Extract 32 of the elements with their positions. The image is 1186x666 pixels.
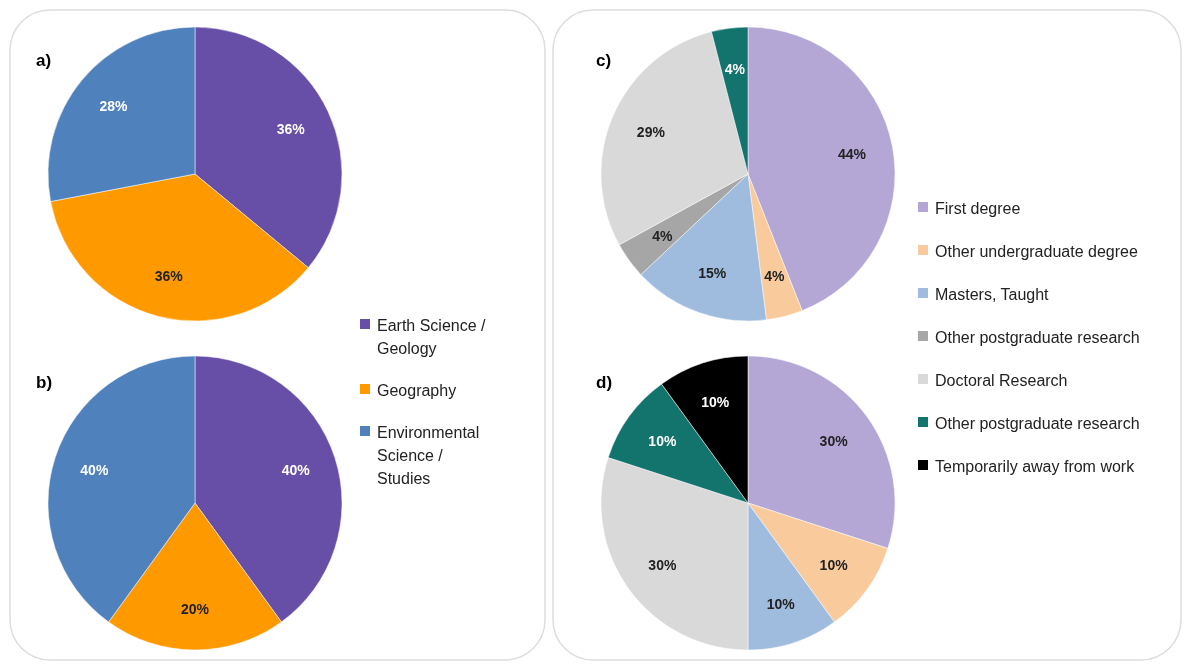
data-label: 29%	[636, 123, 666, 140]
legend-label: Temporarily away from work	[935, 457, 1136, 475]
data-label: 40%	[80, 462, 109, 479]
text: a)	[36, 51, 52, 70]
data-label: 30%	[819, 432, 849, 449]
legend-label: Doctoral Research	[935, 371, 1068, 389]
data-label: 10%	[819, 557, 849, 574]
data-label: 10%	[766, 595, 796, 612]
legend-label: Other undergraduate degree	[935, 242, 1138, 260]
text: c)	[596, 51, 612, 70]
text: d)	[596, 373, 613, 392]
data-label: 20%	[180, 600, 210, 617]
data-label: 36%	[276, 120, 306, 137]
data-label: 10%	[701, 394, 730, 411]
legend-label: First degree	[935, 199, 1021, 217]
data-label: 4%	[764, 268, 785, 285]
legend-label: Geography	[377, 381, 457, 399]
legend-label: Environmental Science / Studies	[377, 423, 480, 487]
text: b)	[36, 373, 53, 392]
data-label: 10%	[648, 432, 677, 449]
legend-label: Other postgraduate research	[935, 328, 1140, 346]
legend-label: Earth Science / Geology	[377, 316, 487, 357]
data-label: 30%	[648, 557, 677, 574]
data-label: 36%	[154, 268, 184, 285]
data-label: 15%	[698, 265, 727, 282]
data-label: 44%	[837, 146, 867, 163]
data-label: 28%	[99, 98, 129, 115]
legend-label: Masters, Taught	[935, 285, 1050, 303]
data-label: 4%	[724, 60, 746, 77]
legend-label: Other postgraduate research	[935, 414, 1140, 432]
data-label: 4%	[652, 228, 674, 245]
data-label: 40%	[281, 462, 311, 479]
